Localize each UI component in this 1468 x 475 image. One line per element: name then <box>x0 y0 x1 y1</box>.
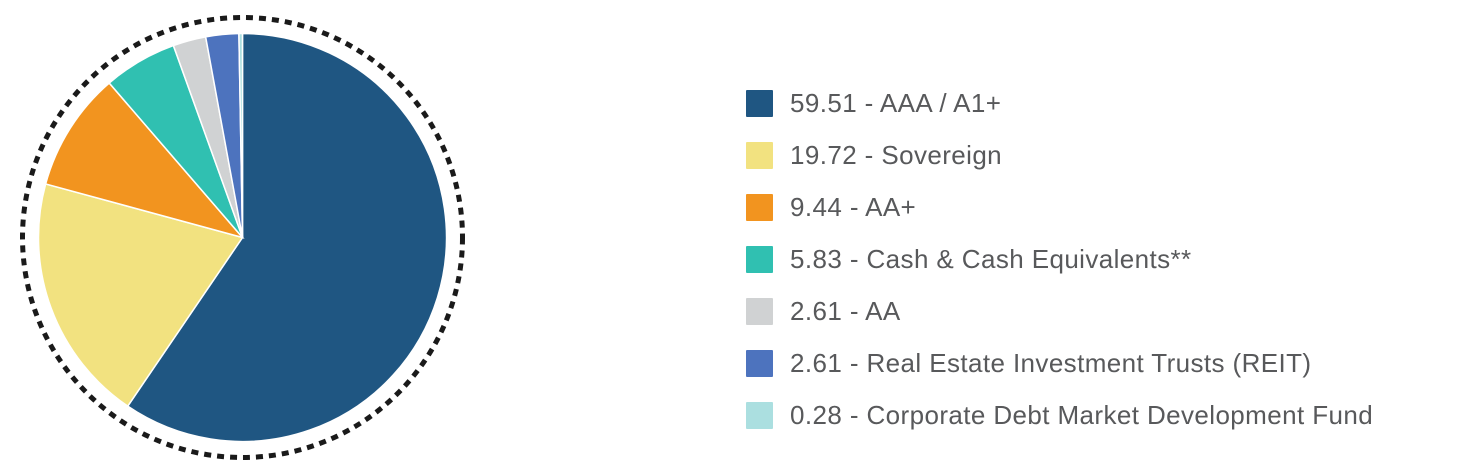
legend-label: 19.72 - Sovereign <box>790 140 1003 170</box>
legend-item: 19.72 - Sovereign <box>746 142 1373 169</box>
legend-swatch-aa <box>746 298 773 325</box>
legend-swatch-cdmdf <box>746 402 773 429</box>
legend-swatch-aaa-a1plus <box>746 90 773 117</box>
legend-label: 9.44 - AA+ <box>790 192 917 222</box>
legend-label: 0.28 - Corporate Debt Market Development… <box>790 400 1374 430</box>
legend: 59.51 - AAA / A1+ 19.72 - Sovereign 9.44… <box>746 90 1373 429</box>
legend-item: 59.51 - AAA / A1+ <box>746 90 1373 117</box>
legend-item: 0.28 - Corporate Debt Market Development… <box>746 402 1373 429</box>
pie-chart <box>0 0 475 475</box>
pie-slice-2 <box>44 81 245 239</box>
legend-label: 5.83 - Cash & Cash Equivalents** <box>790 244 1192 274</box>
pie-slice-0 <box>126 32 448 443</box>
legend-item: 5.83 - Cash & Cash Equivalents** <box>746 246 1373 273</box>
legend-label: 2.61 - AA <box>790 296 901 326</box>
legend-item: 9.44 - AA+ <box>746 194 1373 221</box>
legend-swatch-aaplus <box>746 194 773 221</box>
legend-swatch-reit <box>746 350 773 377</box>
pie-slice-6 <box>238 32 244 238</box>
legend-swatch-cash <box>746 246 773 273</box>
dashed-ring <box>20 15 465 460</box>
legend-swatch-sovereign <box>746 142 773 169</box>
pie-slices <box>37 32 448 443</box>
legend-label: 2.61 - Real Estate Investment Trusts (RE… <box>790 348 1312 378</box>
pie-slice-1 <box>37 182 244 408</box>
legend-item: 2.61 - Real Estate Investment Trusts (RE… <box>746 350 1373 377</box>
legend-label: 59.51 - AAA / A1+ <box>790 88 1002 118</box>
legend-item: 2.61 - AA <box>746 298 1373 325</box>
